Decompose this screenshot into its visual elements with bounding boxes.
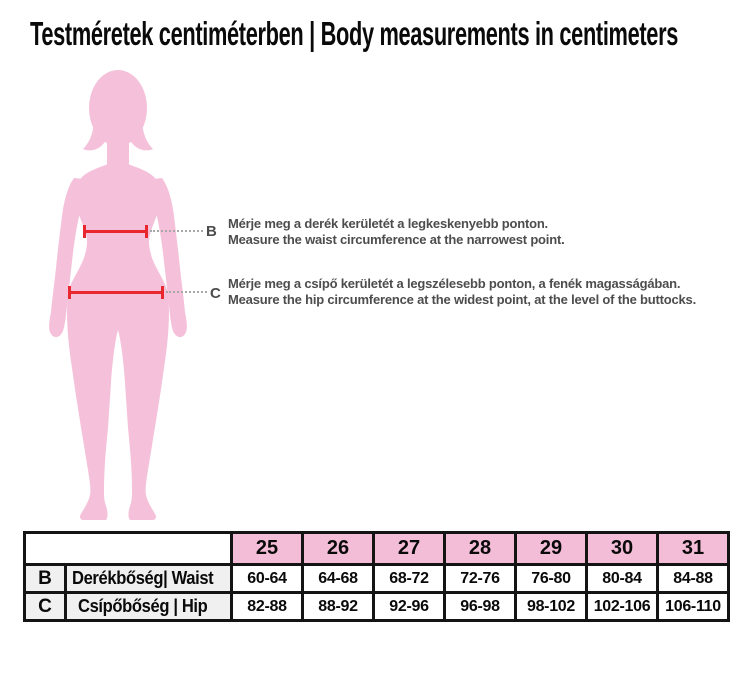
size-header-cell: 25: [230, 531, 304, 566]
size-header-cell: 27: [372, 531, 446, 566]
hip-measure-line: [70, 291, 163, 294]
head-shape: [89, 70, 147, 146]
waist-value: 72-76: [443, 563, 517, 594]
waist-measure-tick-left: [83, 225, 86, 238]
waist-value: 76-80: [514, 563, 588, 594]
neck-shape: [107, 134, 129, 166]
hip-value: 106-110: [656, 591, 730, 622]
hip-value: 96-98: [443, 591, 517, 622]
size-header-cell: 28: [443, 531, 517, 566]
hair-left-flare: [83, 118, 106, 151]
waist-value: 68-72: [372, 563, 446, 594]
hip-value: 102-106: [585, 591, 659, 622]
waist-value: 60-64: [230, 563, 304, 594]
right-arm-shape: [144, 178, 187, 338]
row-label: Derékbőség| Waist: [64, 563, 233, 594]
hip-value: 98-102: [514, 591, 588, 622]
hip-measure-tick-left: [68, 286, 71, 299]
hip-value: 88-92: [301, 591, 375, 622]
row-letter: C: [23, 591, 67, 622]
hip-dotted-leader: [166, 291, 207, 293]
waist-measure-line: [85, 230, 147, 233]
hip-annotation-hu: Mérje meg a csípő kerületét a legszélese…: [228, 276, 681, 291]
waist-value: 84-88: [656, 563, 730, 594]
hip-annotation-en: Measure the hip circumference at the wid…: [228, 292, 696, 307]
hip-measure-tick-right: [161, 286, 164, 299]
hip-label: C: [210, 285, 221, 302]
table-corner-blank: [23, 531, 233, 566]
hair-right-flare: [130, 118, 153, 151]
hip-row: C Csípőbőség | Hip 82-88 88-92 92-96 96-…: [23, 591, 730, 622]
hip-value: 92-96: [372, 591, 446, 622]
female-body-silhouette: [49, 70, 187, 520]
size-header-cell: 29: [514, 531, 588, 566]
size-header-row: 25 26 27 28 29 30 31: [23, 531, 730, 566]
hip-annotation: Mérje meg a csípő kerületét a legszélese…: [228, 276, 696, 308]
left-arm-shape: [49, 178, 92, 338]
size-header-cell: 30: [585, 531, 659, 566]
waist-annotation-hu: Mérje meg a derék kerületét a legkeskeny…: [228, 216, 548, 231]
page-title: Testméretek centiméterben | Body measure…: [30, 15, 679, 52]
waist-annotation-en: Measure the waist circumference at the n…: [228, 232, 565, 247]
size-header-cell: 31: [656, 531, 730, 566]
row-label-text: Derékbőség| Waist: [71, 568, 214, 588]
waist-label: B: [206, 223, 217, 240]
row-letter: B: [23, 563, 67, 594]
hip-value: 82-88: [230, 591, 304, 622]
torso-legs-shape: [67, 164, 169, 520]
waist-value: 80-84: [585, 563, 659, 594]
waist-annotation: Mérje meg a derék kerületét a legkeskeny…: [228, 216, 565, 248]
size-table: 25 26 27 28 29 30 31 B Derékbőség| Waist…: [23, 531, 730, 622]
row-label: Csípőbőség | Hip: [64, 591, 233, 622]
waist-value: 64-68: [301, 563, 375, 594]
row-label-text: Csípőbőség | Hip: [78, 596, 208, 616]
waist-dotted-leader: [150, 230, 203, 232]
size-header-cell: 26: [301, 531, 375, 566]
waist-row: B Derékbőség| Waist 60-64 64-68 68-72 72…: [23, 563, 730, 594]
waist-measure-tick-right: [145, 225, 148, 238]
